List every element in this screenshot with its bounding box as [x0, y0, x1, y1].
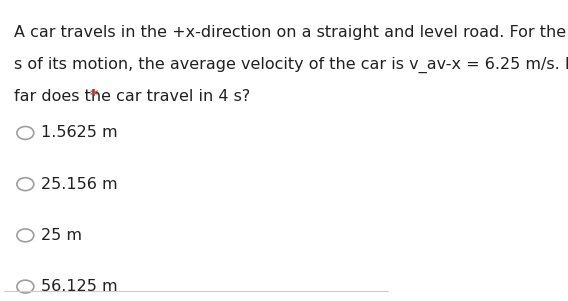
Text: far does the car travel in 4 s?: far does the car travel in 4 s? [14, 89, 255, 104]
Text: 25 m: 25 m [41, 228, 82, 243]
Text: *: * [90, 89, 98, 104]
Text: 56.125 m: 56.125 m [41, 279, 118, 294]
Text: A car travels in the +x-direction on a straight and level road. For the first 4: A car travels in the +x-direction on a s… [14, 25, 568, 40]
Text: 25.156 m: 25.156 m [41, 177, 118, 192]
Text: 1.5625 m: 1.5625 m [41, 126, 118, 141]
Text: s of its motion, the average velocity of the car is v_av-x = 6.25 m/s. How: s of its motion, the average velocity of… [14, 57, 568, 73]
